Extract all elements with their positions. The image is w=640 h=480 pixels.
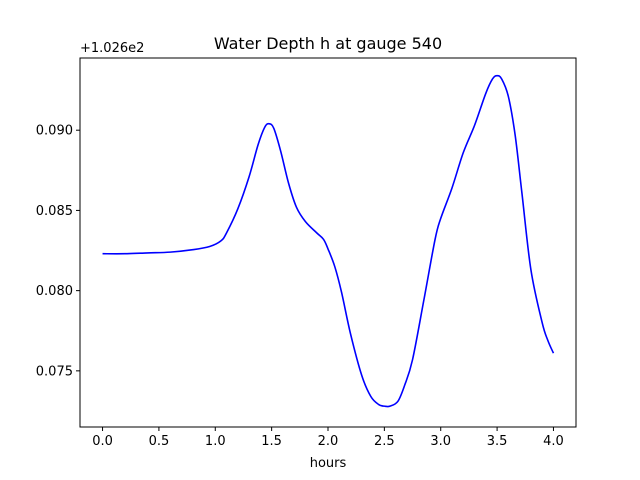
x-tick-label: 1.0 (205, 434, 226, 449)
x-axis: 0.0 0.5 1.0 1.5 2.0 2.5 3.0 3.5 4.0 (92, 427, 564, 449)
y-axis: 0.075 0.080 0.085 0.090 (36, 124, 80, 379)
plot-area (102, 74, 555, 408)
y-tick-label: 0.075 (36, 364, 73, 379)
y-offset-label: +1.026e2 (80, 41, 144, 56)
x-tick-label: 3.0 (430, 434, 451, 449)
x-tick-label: 0.5 (149, 434, 170, 449)
x-tick-label: 3.5 (487, 434, 508, 449)
x-tick-label: 2.0 (318, 434, 339, 449)
x-tick-label: 4.0 (543, 434, 564, 449)
x-tick-label: 0.0 (92, 434, 113, 449)
y-tick-label: 0.090 (36, 124, 73, 139)
x-axis-label: hours (310, 456, 347, 471)
x-tick-label: 2.5 (374, 434, 395, 449)
x-tick-label: 1.5 (261, 434, 282, 449)
chart-title: Water Depth h at gauge 540 (214, 34, 442, 53)
y-tick-label: 0.085 (36, 204, 73, 219)
series-line-0 (102, 74, 555, 408)
plot-frame (79, 57, 577, 428)
y-tick-label: 0.080 (36, 284, 73, 299)
